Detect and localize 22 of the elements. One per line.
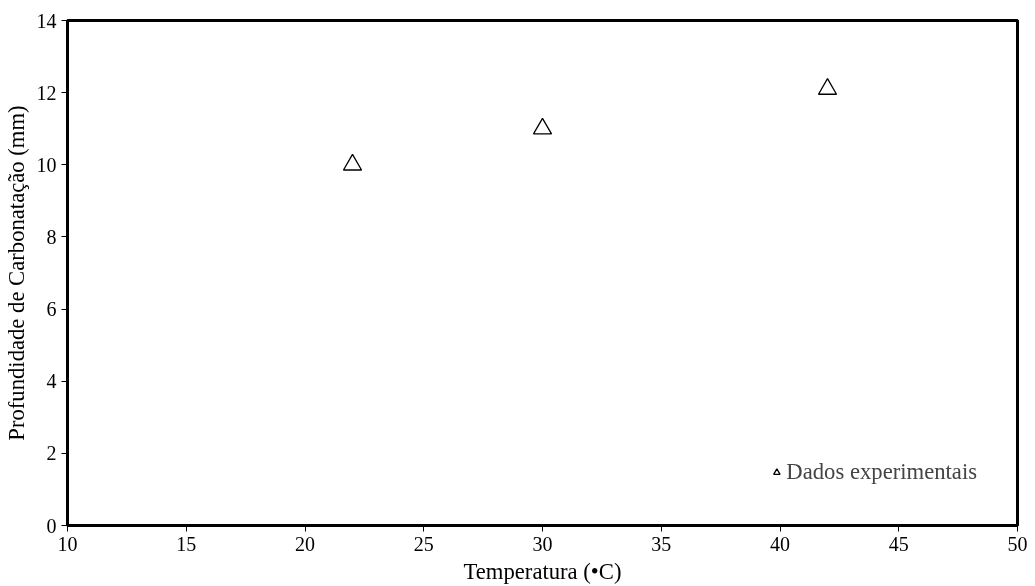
x-tick-label: 40	[770, 532, 790, 555]
x-axis-title: Temperatura (•C)	[463, 558, 622, 584]
x-tick-label: 15	[176, 532, 197, 555]
point	[817, 77, 838, 95]
y-tick-label: 14	[36, 9, 57, 32]
y-tick-label: 6	[46, 298, 57, 321]
x-tick-label: 30	[532, 532, 553, 555]
y-tick-label: 0	[46, 514, 57, 537]
y-tick-label: 4	[46, 370, 57, 393]
point	[532, 117, 553, 135]
y-tick-label: 12	[36, 81, 57, 104]
y-tick-label: 8	[46, 225, 57, 248]
y-tick-label: 2	[46, 442, 57, 465]
legend-label: Dados experimentais	[786, 459, 977, 485]
point	[342, 153, 363, 171]
x-tick-label: 20	[295, 532, 315, 555]
x-tick-label: 50	[1007, 532, 1028, 555]
x-tick-label: 35	[651, 532, 672, 555]
x-tick-label: 45	[888, 532, 909, 555]
y-tick-label: 10	[36, 153, 57, 176]
y-axis-title: Profundidade de Carbonatação (mm)	[3, 105, 29, 441]
x-tick-label: 25	[413, 532, 434, 555]
